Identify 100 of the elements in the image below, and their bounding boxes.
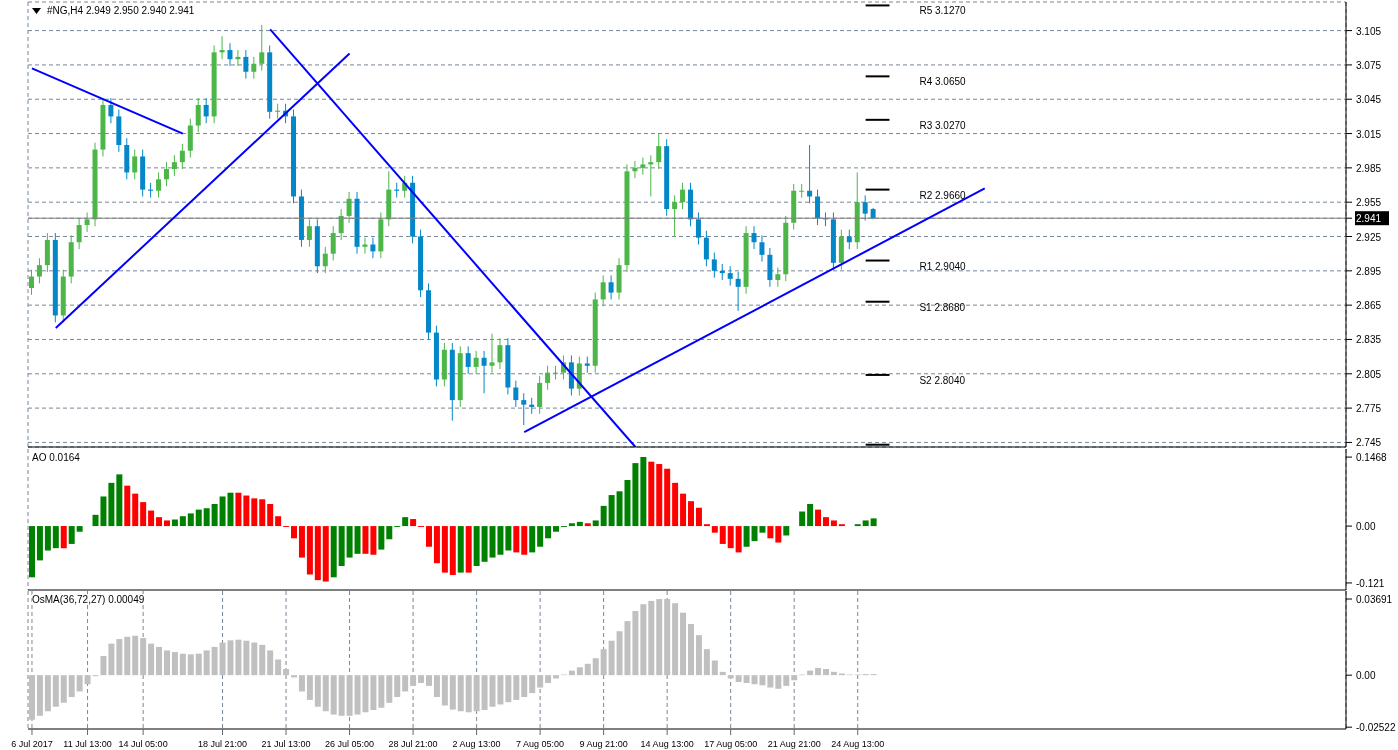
bar	[441, 675, 448, 706]
bar	[553, 526, 560, 532]
bar	[195, 509, 202, 527]
y-tick-label: 2.895	[1356, 265, 1382, 277]
bar	[425, 675, 432, 686]
bar	[703, 649, 710, 676]
bar	[418, 675, 425, 683]
bar	[338, 675, 345, 716]
bar	[235, 492, 242, 527]
bar	[680, 612, 687, 676]
x-tick-label: 6 Jul 2017	[11, 739, 53, 749]
y-tick-label: 0.1468	[1356, 452, 1388, 464]
text: R2 2.9660	[919, 189, 967, 201]
bar	[275, 516, 282, 527]
y-tick-label: 2.941	[1356, 213, 1382, 225]
bar	[473, 526, 480, 567]
bar	[711, 660, 718, 676]
bar	[243, 640, 250, 676]
candlestick	[219, 35, 225, 60]
bar	[386, 675, 393, 703]
bar	[537, 526, 544, 547]
bar	[425, 526, 432, 547]
bar	[235, 639, 242, 676]
bar	[608, 495, 615, 527]
bar	[179, 653, 186, 676]
bar	[457, 675, 464, 712]
bar	[822, 668, 829, 676]
bar	[68, 526, 75, 544]
candlestick	[259, 24, 265, 72]
bar	[140, 638, 147, 676]
bar	[275, 659, 282, 676]
bar	[60, 675, 67, 703]
bar	[386, 526, 393, 540]
bar	[156, 646, 163, 676]
x-tick-label: 26 Jul 05:00	[325, 739, 375, 749]
bar	[537, 675, 544, 688]
bar	[711, 526, 718, 533]
bar	[148, 510, 155, 527]
bar	[640, 604, 647, 676]
bar	[124, 485, 131, 527]
x-tick-label: 14 Aug 13:00	[640, 739, 694, 749]
bar	[76, 526, 83, 532]
candlestick	[108, 97, 114, 124]
candlestick	[656, 133, 662, 170]
bar	[108, 482, 115, 527]
candlestick	[203, 97, 209, 124]
bar	[592, 658, 599, 676]
bar	[727, 675, 734, 679]
bar	[132, 635, 139, 676]
y-tick-label: -0.121	[1356, 577, 1385, 589]
y-tick-label: 3.045	[1356, 94, 1382, 106]
bar	[322, 526, 329, 582]
bar	[283, 668, 290, 676]
bar	[314, 526, 321, 581]
bar	[179, 516, 186, 527]
bar	[243, 495, 250, 527]
x-tick-label: 11 Jul 13:00	[63, 739, 112, 749]
bar	[203, 508, 210, 527]
x-tick-label: 9 Aug 21:00	[579, 739, 628, 749]
x-tick-label: 18 Jul 21:00	[198, 739, 248, 749]
bar	[108, 643, 115, 676]
bar	[314, 675, 321, 707]
bar	[100, 655, 107, 676]
bar	[473, 675, 480, 712]
candlestick	[179, 143, 185, 170]
candlestick	[163, 161, 169, 187]
candlestick	[76, 217, 82, 250]
bar	[116, 474, 123, 527]
bar	[259, 499, 266, 527]
bar	[171, 652, 178, 676]
candlestick	[695, 211, 701, 246]
candlestick	[759, 234, 765, 263]
candlestick	[513, 380, 519, 408]
bar	[267, 650, 274, 676]
bar	[735, 526, 742, 553]
bar	[449, 526, 456, 575]
bar	[783, 526, 790, 536]
bar	[529, 526, 536, 553]
text: R1 2.9040	[919, 260, 967, 272]
bar	[680, 493, 687, 527]
candlestick	[362, 237, 368, 255]
bar	[410, 519, 417, 527]
bar	[481, 526, 488, 562]
bar	[608, 640, 615, 676]
candlestick	[251, 56, 257, 80]
bar	[36, 675, 43, 716]
bar	[457, 526, 464, 573]
candlestick	[481, 350, 487, 394]
candlestick	[36, 257, 42, 284]
candlestick	[862, 194, 868, 221]
bar	[521, 675, 528, 698]
bar	[545, 675, 552, 683]
bar	[306, 675, 313, 700]
candlestick	[489, 333, 495, 374]
bar	[251, 498, 258, 527]
bar	[291, 526, 298, 539]
candlestick	[600, 274, 606, 307]
bar	[187, 513, 194, 527]
candlestick	[473, 350, 479, 375]
bar	[775, 526, 782, 543]
